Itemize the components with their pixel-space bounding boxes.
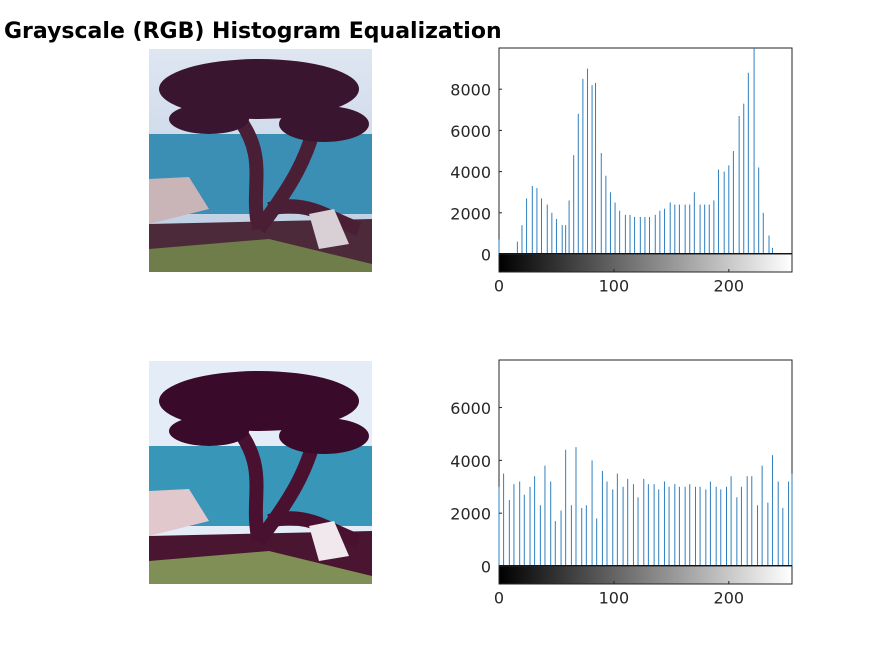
colorbar <box>498 253 793 273</box>
y-tick-label: 2000 <box>450 204 491 223</box>
original-image <box>149 49 372 272</box>
equalized-image <box>149 361 372 584</box>
axes-frame <box>498 359 793 567</box>
x-tick-label: 200 <box>714 277 745 296</box>
x-tick-label: 0 <box>494 277 504 296</box>
x-tick-label: 100 <box>599 589 630 608</box>
x-tick-label: 100 <box>599 277 630 296</box>
figure-title: Grayscale (RGB) Histogram Equalization <box>4 19 502 44</box>
y-tick-label: 4000 <box>450 163 491 182</box>
y-tick-label: 4000 <box>450 452 491 471</box>
axes-frame <box>498 47 793 255</box>
y-tick-label: 6000 <box>450 399 491 418</box>
y-tick-label: 6000 <box>450 122 491 141</box>
x-tick-label: 0 <box>494 589 504 608</box>
y-tick-label: 0 <box>481 558 491 577</box>
colorbar <box>498 565 793 585</box>
y-tick-label: 0 <box>481 246 491 265</box>
x-tick-label: 200 <box>714 589 745 608</box>
y-tick-label: 2000 <box>450 505 491 524</box>
y-tick-label: 8000 <box>450 81 491 100</box>
